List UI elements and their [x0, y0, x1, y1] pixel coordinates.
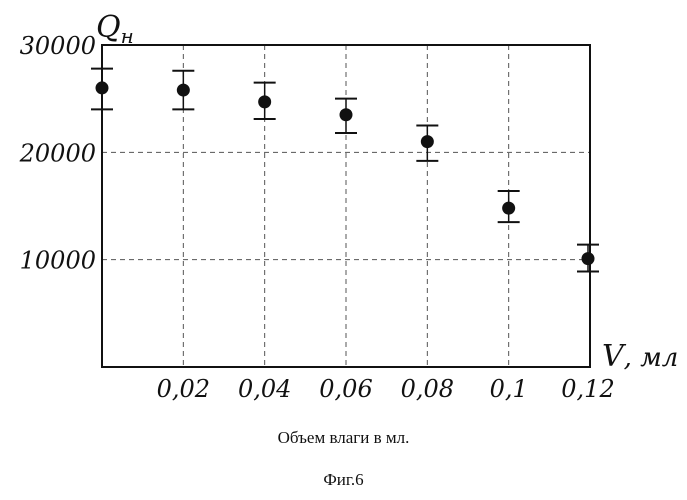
x-tick-label: 0,04	[238, 375, 291, 403]
chart-caption: Объем влаги в мл.	[0, 428, 687, 448]
data-marker	[96, 81, 109, 94]
x-tick-labels: 0,02 0,04 0,06 0,08 0,1 0,12	[157, 375, 615, 403]
data-marker	[502, 202, 515, 215]
y-tick-label: 30000	[20, 32, 96, 60]
data-marker	[582, 252, 595, 265]
data-point	[577, 245, 599, 272]
chart: 0,020,040,060,080,10,12 100002000030000 …	[0, 0, 687, 430]
x-tick-label: 0,02	[157, 375, 210, 403]
y-tick-label: 10000	[20, 247, 96, 275]
data-points	[91, 69, 599, 272]
x-tick-label: 0,1	[490, 375, 528, 403]
data-marker	[258, 95, 271, 108]
x-axis-label: V, мл	[602, 339, 678, 374]
data-point	[335, 99, 357, 133]
data-point	[254, 83, 276, 119]
data-marker	[421, 135, 434, 148]
data-marker	[340, 108, 353, 121]
y-tick-labels: 10000 20000 30000	[19, 32, 96, 275]
data-point	[91, 69, 113, 110]
figure-label: Фиг.6	[0, 470, 687, 490]
y-axis-label: Qн	[96, 10, 134, 48]
x-tick-label: 0,08	[401, 375, 454, 403]
x-tick-label: 0,06	[319, 375, 372, 403]
data-point	[498, 191, 520, 222]
data-point	[172, 71, 194, 110]
y-tick-label: 20000	[19, 139, 96, 167]
data-point	[416, 126, 438, 161]
x-tick-label: 0,12	[561, 375, 614, 403]
chart-grid	[102, 45, 590, 367]
data-marker	[177, 84, 190, 97]
